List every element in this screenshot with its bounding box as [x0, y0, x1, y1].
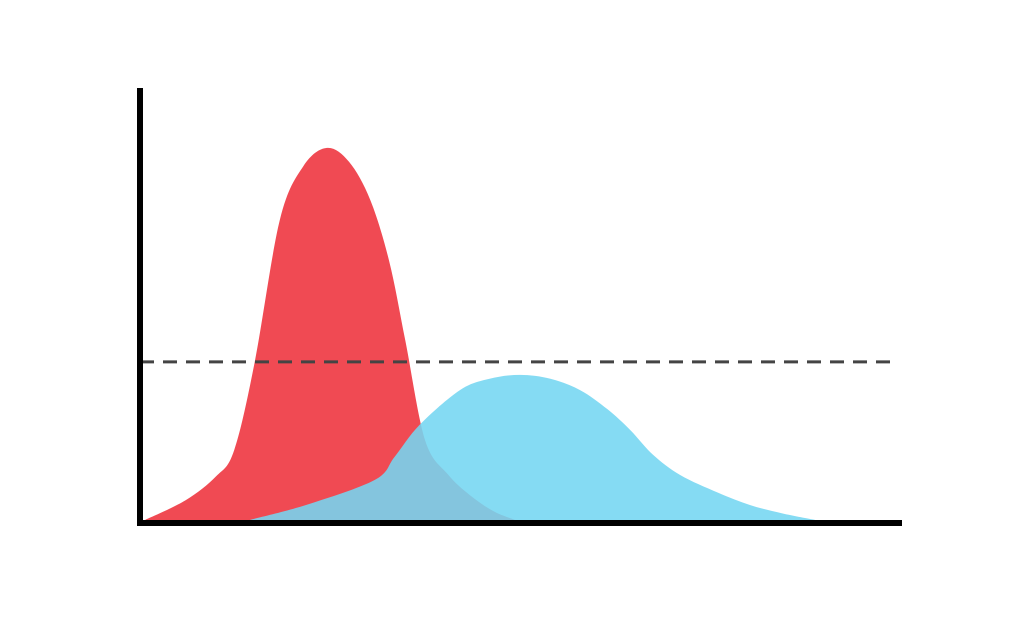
area — [250, 374, 815, 522]
area — [145, 147, 515, 522]
